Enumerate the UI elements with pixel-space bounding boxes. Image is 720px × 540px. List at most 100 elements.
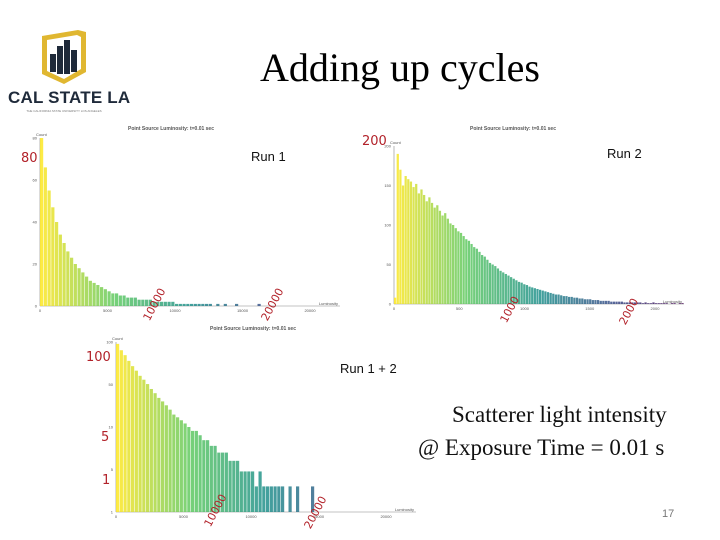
histogram-bar [51,207,55,306]
histogram-bar [536,288,539,304]
histogram-bar [586,299,589,304]
chart-run-2: Point Source Luminosity: t=0.01 sec 0 500… [368,126,688,326]
histogram-bar [496,268,500,304]
run-1-2-ylow-annotation: 1 [102,473,111,488]
histogram-bar [167,301,171,306]
histogram-bar [273,486,277,512]
histogram-bar [138,375,142,512]
histogram-bar [131,366,135,512]
histogram-bar [660,303,663,304]
histogram-bar [217,452,221,512]
histogram-bar [433,207,436,304]
histogram-bar [70,257,74,306]
histogram-bar [224,452,228,512]
y-tick-label: 5 [111,467,114,472]
histogram-bar [470,243,473,304]
histogram-bar [213,445,217,512]
x-tick-label: 15000 [237,308,249,313]
histogram-bar [552,293,555,304]
histogram-bar [570,296,573,304]
run-1-2-label: Run 1 + 2 [340,361,397,376]
histogram-bar [148,299,152,306]
histogram-bar [444,213,447,304]
histogram-bar [193,303,197,306]
chart-run-1: Point Source Luminosity: t=0.01 sec 0 500… [26,126,346,326]
histogram-bar [269,486,273,512]
histogram-bar [126,297,130,306]
histogram-bar [465,239,468,304]
histogram-bar [145,299,149,306]
histogram-bar [428,197,431,304]
histogram-bar [615,301,618,304]
histogram-bar [288,486,292,512]
histogram-bar [183,423,187,512]
histogram-bar [142,379,146,512]
histogram-bar [281,486,285,512]
histogram-bar [539,289,542,304]
histogram-bar [40,138,44,306]
histogram-bar [182,303,186,306]
x-tick-label: 10000 [169,308,181,313]
histogram-bar [160,301,164,306]
histogram-bar [560,295,563,304]
histogram-bar [546,292,550,304]
histogram-bar [85,276,89,306]
histogram-bar [644,302,647,304]
histogram-bar [423,194,426,304]
y-tick-label: 10 [109,425,114,430]
histogram-bar [420,189,423,304]
chart-run-1-2: Point Source Luminosity: t=0.01 sec 0 500… [96,326,416,526]
histogram-bar [409,181,413,304]
histogram-bar [122,295,126,306]
histogram-bar [202,440,206,512]
histogram-bar [118,295,122,306]
histogram-bar [486,259,489,304]
histogram-bar [146,384,150,512]
histogram-bar [462,236,465,304]
histogram-bar [581,298,584,304]
histogram-bar [430,202,434,304]
histogram-bar [523,284,526,304]
page-number: 17 [662,508,675,520]
histogram-bar [243,471,247,512]
logo-text: CAL STATE LA [8,88,131,107]
histogram-bar [407,179,410,304]
y-tick-label: 100 [106,340,113,345]
caption-line-2: @ Exposure Time = 0.01 s [418,435,665,460]
histogram-bar [649,303,652,304]
histogram-bar [187,427,191,512]
histogram-bar [103,289,107,306]
histogram-bar [175,303,179,306]
x-tick-label: 0 [39,308,42,313]
histogram-bar [510,277,513,304]
histogram-bar [573,297,576,304]
histogram-bar [446,218,449,304]
y-tick-label: 80 [33,136,38,141]
histogram-bar [277,486,281,512]
histogram-bar [502,272,505,304]
histogram-bar [504,273,507,304]
histogram-bar [449,223,452,304]
histogram-bar [565,296,568,304]
y-tick-label: 150 [384,183,391,188]
histogram-bar [208,303,212,306]
y-tick-label: 1 [111,510,114,515]
histogram-bar [296,486,300,512]
y-tick-label: 40 [33,220,38,225]
histogram-bar [77,268,81,306]
histogram-bar [209,445,213,512]
y-tick-label: 50 [387,262,392,267]
histogram-bar [149,388,153,512]
histogram-bar [473,247,476,304]
histogram-bar [478,251,481,304]
run-2-ymax-annotation: 200 [362,134,387,149]
histogram-bar [96,285,100,306]
histogram-bar [594,300,597,304]
histogram-bar [525,285,529,304]
histogram-bar [190,303,194,306]
histogram-bar [454,228,457,304]
histogram-bar [436,205,439,304]
histogram-bar [206,440,210,512]
histogram-bar [179,420,183,512]
